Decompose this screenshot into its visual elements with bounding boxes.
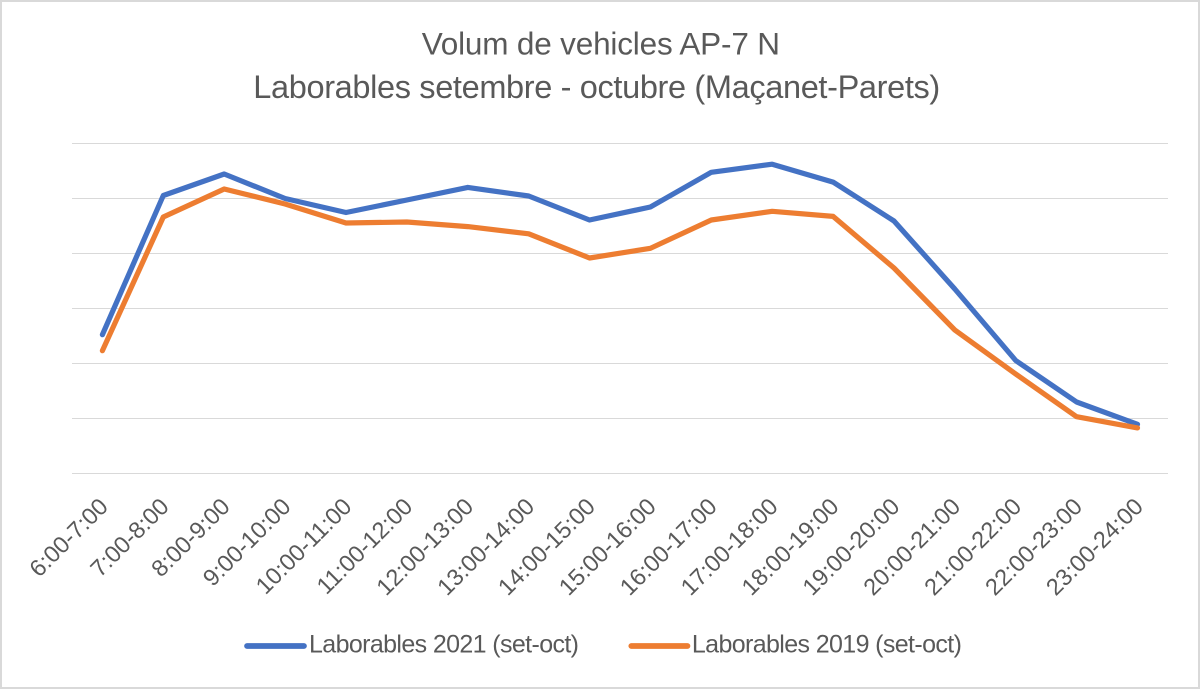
svg-text:Laborables 2021 (set-oct): Laborables 2021 (set-oct) [309, 631, 578, 659]
svg-text:Volum de vehicles AP-7 N: Volum de vehicles AP-7 N [422, 25, 780, 61]
svg-text:Laborables 2019 (set-oct): Laborables 2019 (set-oct) [692, 631, 961, 659]
svg-text:Laborables setembre - octubre: Laborables setembre - octubre (Maçanet-P… [253, 69, 940, 105]
